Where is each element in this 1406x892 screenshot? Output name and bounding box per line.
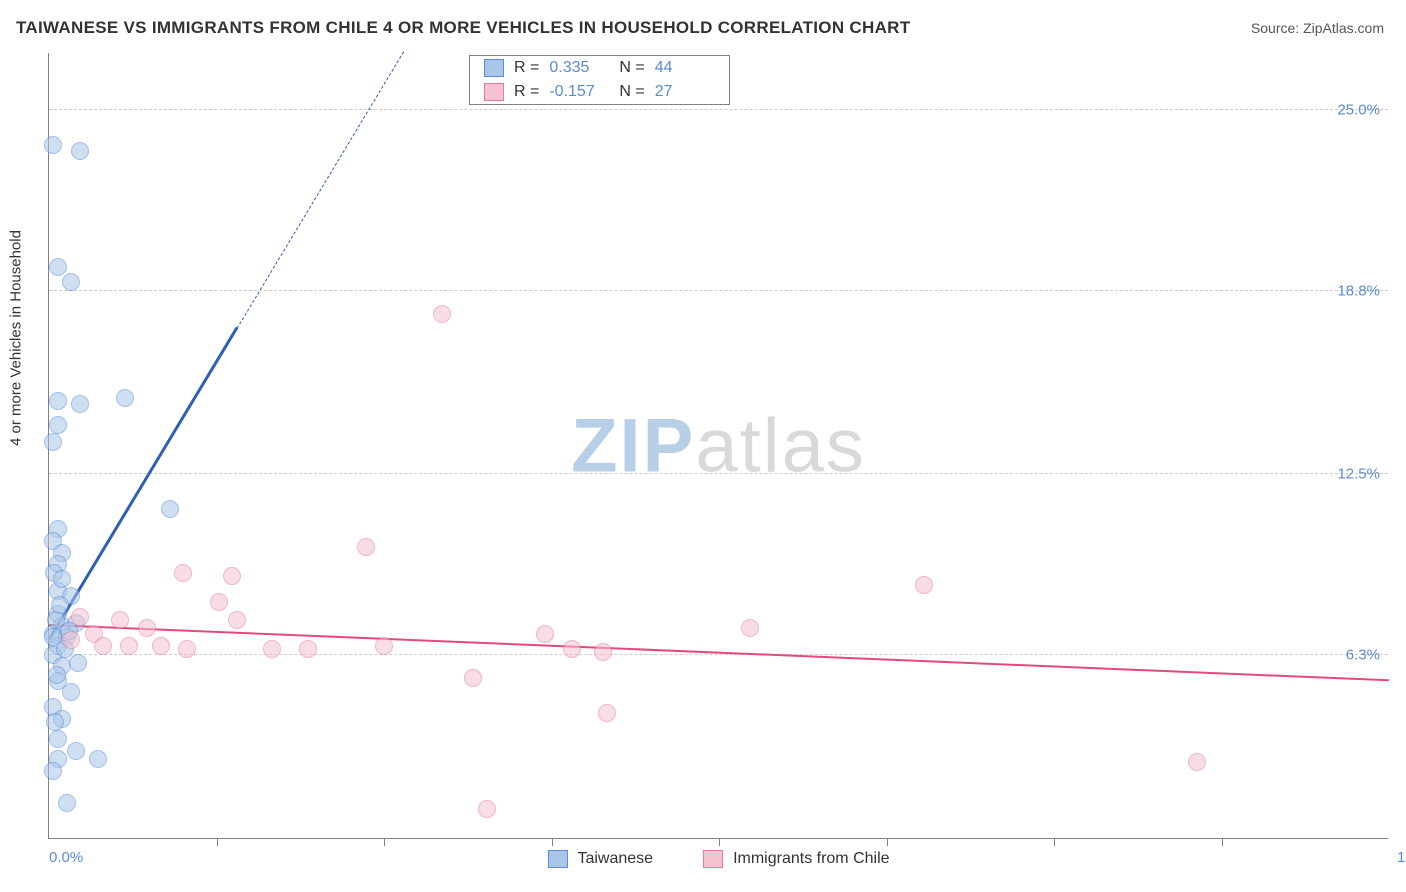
data-point xyxy=(62,631,80,649)
r-value: -0.157 xyxy=(549,83,609,101)
data-point xyxy=(120,637,138,655)
y-tick-label: 18.8% xyxy=(1327,282,1380,299)
data-point xyxy=(44,136,62,154)
legend-swatch xyxy=(484,59,504,77)
data-point xyxy=(563,640,581,658)
legend-label: Taiwanese xyxy=(577,850,653,868)
data-point xyxy=(1188,753,1206,771)
x-axis-min-label: 0.0% xyxy=(49,849,83,866)
source-label: Source: ZipAtlas.com xyxy=(1251,20,1384,36)
data-point xyxy=(49,258,67,276)
data-point xyxy=(210,593,228,611)
data-point xyxy=(174,564,192,582)
data-point xyxy=(741,619,759,637)
data-point xyxy=(263,640,281,658)
gridline-h xyxy=(49,290,1388,291)
data-point xyxy=(598,704,616,722)
legend-swatch xyxy=(703,850,723,868)
y-tick-label: 12.5% xyxy=(1327,466,1380,483)
data-point xyxy=(69,654,87,672)
data-point xyxy=(58,794,76,812)
plot-area: ZIPatlas R =0.335N =44R =-0.157N =27 Tai… xyxy=(48,53,1388,839)
n-value: 27 xyxy=(655,83,715,101)
data-point xyxy=(536,625,554,643)
data-point xyxy=(433,305,451,323)
data-point xyxy=(46,713,64,731)
data-point xyxy=(478,800,496,818)
trend-line-extension xyxy=(236,51,403,328)
data-point xyxy=(116,389,134,407)
gridline-h xyxy=(49,109,1388,110)
data-point xyxy=(594,643,612,661)
watermark-prefix: ZIP xyxy=(571,403,695,488)
chart-title: TAIWANESE VS IMMIGRANTS FROM CHILE 4 OR … xyxy=(16,18,910,38)
data-point xyxy=(223,567,241,585)
data-point xyxy=(49,416,67,434)
data-point xyxy=(71,142,89,160)
x-tick xyxy=(1222,838,1223,846)
data-point xyxy=(915,576,933,594)
data-point xyxy=(152,637,170,655)
data-point xyxy=(48,666,66,684)
bottom-legend: Taiwanese Immigrants from Chile xyxy=(547,850,889,868)
stats-row: R = -0.157 N = 27 xyxy=(470,80,729,104)
legend-swatch xyxy=(547,850,567,868)
x-axis-max-label: 15.0% xyxy=(1391,849,1406,866)
n-label: N = xyxy=(619,59,644,77)
data-point xyxy=(62,683,80,701)
n-value: 44 xyxy=(655,59,715,77)
watermark: ZIPatlas xyxy=(571,402,866,489)
n-label: N = xyxy=(619,83,644,101)
gridline-h xyxy=(49,654,1388,655)
data-point xyxy=(44,762,62,780)
data-point xyxy=(71,395,89,413)
data-point xyxy=(49,730,67,748)
data-point xyxy=(299,640,317,658)
x-tick xyxy=(217,838,218,846)
data-point xyxy=(138,619,156,637)
x-tick xyxy=(552,838,553,846)
r-label: R = xyxy=(514,59,539,77)
legend-swatch xyxy=(484,83,504,101)
data-point xyxy=(375,637,393,655)
data-point xyxy=(53,570,71,588)
data-point xyxy=(228,611,246,629)
data-point xyxy=(161,500,179,518)
trend-line xyxy=(49,624,1389,681)
data-point xyxy=(49,392,67,410)
data-point xyxy=(357,538,375,556)
x-tick xyxy=(719,838,720,846)
data-point xyxy=(62,273,80,291)
y-tick-label: 25.0% xyxy=(1327,102,1380,119)
legend-item: Taiwanese xyxy=(547,850,653,868)
data-point xyxy=(67,742,85,760)
data-point xyxy=(464,669,482,687)
y-axis-label: 4 or more Vehicles in Household xyxy=(8,230,25,446)
x-tick xyxy=(1054,838,1055,846)
data-point xyxy=(89,750,107,768)
watermark-suffix: atlas xyxy=(695,403,866,488)
stats-row: R = 0.335 N = 44 xyxy=(470,56,729,80)
y-tick-label: 6.3% xyxy=(1336,646,1380,663)
r-label: R = xyxy=(514,83,539,101)
data-point xyxy=(44,433,62,451)
x-tick xyxy=(887,838,888,846)
stats-legend: R = 0.335 N = 44 R = -0.157 N = 27 xyxy=(469,55,730,105)
x-tick xyxy=(384,838,385,846)
data-point xyxy=(111,611,129,629)
data-point xyxy=(94,637,112,655)
r-value: 0.335 xyxy=(549,59,609,77)
data-point xyxy=(178,640,196,658)
data-point xyxy=(71,608,89,626)
gridline-h xyxy=(49,473,1388,474)
data-point xyxy=(51,596,69,614)
legend-label: Immigrants from Chile xyxy=(733,850,889,868)
legend-item: Immigrants from Chile xyxy=(703,850,889,868)
